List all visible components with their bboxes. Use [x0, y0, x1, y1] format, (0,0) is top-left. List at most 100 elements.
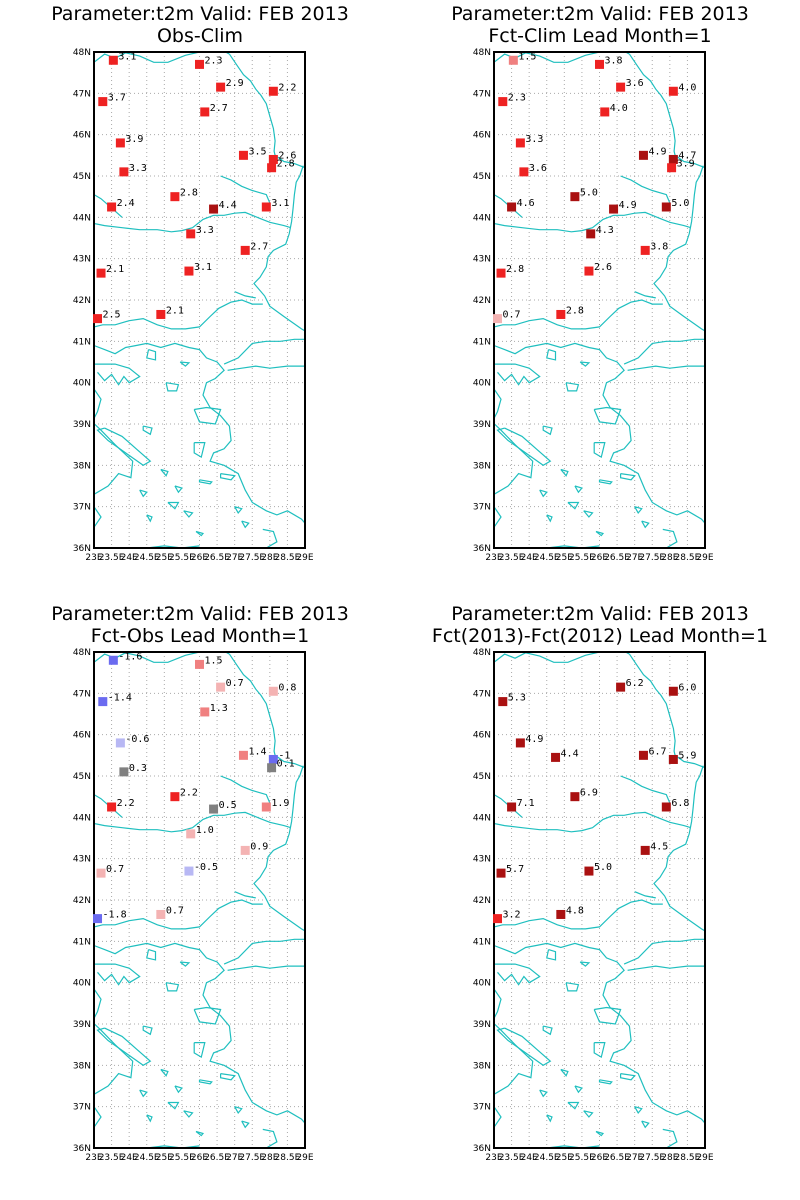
lat-tick-label: 36N [73, 544, 91, 554]
lat-tick-label: 47N [473, 89, 491, 99]
station-value-label: 4.8 [566, 905, 584, 916]
lon-tick-label: 26E [591, 1153, 608, 1163]
station-marker [115, 138, 125, 148]
coastline-path [274, 754, 305, 769]
station-value-label: 6.8 [671, 798, 689, 809]
station-marker [600, 107, 610, 117]
coastline-path [234, 1106, 243, 1114]
coastline-path [623, 338, 705, 365]
coastline-path [174, 1085, 183, 1094]
station-value-label: -0.6 [125, 734, 149, 745]
map-frame [493, 51, 706, 549]
station-marker [107, 802, 117, 812]
lon-tick-label: 26.5E [204, 1153, 230, 1163]
lon-tick-label: 28E [261, 553, 278, 563]
station-marker [216, 682, 226, 692]
lon-tick-label: 29E [296, 553, 313, 563]
panel-title: Parameter:t2m Valid: FEB 2013 [451, 603, 749, 625]
station-value-label: -1.6 [118, 651, 142, 662]
lat-tick-label: 36N [73, 1144, 91, 1154]
coastline-path [262, 528, 278, 548]
coastline-path [598, 479, 613, 485]
station-marker [96, 868, 106, 878]
station-marker [119, 167, 129, 177]
lat-tick-label: 40N [73, 379, 91, 389]
coastline-path [96, 427, 152, 467]
map-frame [93, 651, 306, 1149]
station-marker [556, 309, 566, 319]
lat-tick-label: 46N [473, 131, 491, 141]
lon-tick-label: 24.5E [534, 1153, 560, 1163]
station-value-label: 2.2 [117, 798, 135, 809]
lat-tick-label: 43N [473, 855, 491, 865]
station-value-label: 2.7 [250, 241, 268, 252]
coastline-path [94, 211, 292, 233]
station-value-label: 4.3 [596, 225, 614, 236]
station-marker [195, 59, 204, 69]
lon-tick-label: 28.5E [275, 553, 301, 563]
station-marker [108, 55, 118, 65]
lat-tick-label: 47N [73, 689, 91, 699]
coastlines [494, 52, 705, 548]
station-marker [268, 686, 278, 696]
gridlines [494, 652, 705, 1148]
station-marker [570, 192, 580, 202]
station-marker [551, 752, 561, 762]
lat-tick-label: 37N [73, 1103, 91, 1113]
station-value-label: 3.8 [650, 241, 668, 252]
lat-tick-label: 42N [473, 296, 491, 306]
coastline-path [193, 1042, 206, 1059]
lat-tick-label: 36N [473, 544, 491, 554]
station-value-label: 2.5 [103, 310, 121, 321]
lat-tick-label: 37N [473, 503, 491, 513]
station-map: 48N47N46N45N44N43N42N41N40N39N38N37N36N2… [73, 48, 314, 563]
coastline-path [228, 653, 276, 756]
lat-tick-label: 41N [473, 937, 491, 947]
lat-tick-label: 39N [473, 420, 491, 430]
station-marker [186, 829, 196, 839]
station-value-label: 2.4 [117, 198, 135, 209]
station-value-label: 5.3 [508, 693, 526, 704]
station-value-label: 3.1 [194, 262, 212, 273]
coastline-path [241, 520, 250, 529]
lat-tick-label: 37N [473, 1103, 491, 1113]
station-marker [195, 659, 204, 669]
lon-tick-label: 24.5E [534, 553, 560, 563]
lat-tick-label: 46N [473, 731, 491, 741]
coastline-path [241, 1120, 250, 1129]
coastline-path [198, 479, 213, 485]
coastline-path [662, 1128, 678, 1148]
lon-tick-label: 26E [191, 1153, 208, 1163]
lon-tick-label: 24.5E [134, 553, 160, 563]
lon-tick-label: 23E [85, 1153, 102, 1163]
station-value-label: 5.0 [671, 198, 689, 209]
coastline-path [560, 1068, 569, 1077]
coastline-path [94, 988, 134, 1095]
coastline-path [641, 1120, 650, 1129]
lat-tick-label: 45N [473, 772, 491, 782]
coastline-path [146, 514, 153, 523]
coastline-path [542, 1025, 553, 1036]
lon-tick-label: 24E [121, 1153, 138, 1163]
station-map: 48N47N46N45N44N43N42N41N40N39N38N37N36N2… [473, 48, 714, 563]
lat-tick-label: 38N [473, 1061, 491, 1071]
station-value-label: 4.7 [678, 150, 696, 161]
coastline-path [94, 299, 263, 330]
station-marker [640, 245, 650, 255]
station-value-label: 0.7 [503, 310, 521, 321]
station-value-label: 6.9 [580, 788, 598, 799]
station-marker [638, 150, 648, 160]
station-marker [170, 192, 180, 202]
station-value-label: 5.7 [506, 864, 524, 875]
coastline-path [142, 425, 153, 436]
panel-subtitle: Fct-Obs Lead Month=1 [90, 625, 310, 647]
station-value-label: 2.3 [508, 93, 526, 104]
coastline-path [567, 501, 580, 510]
lon-tick-label: 24.5E [134, 1153, 160, 1163]
coastline-path [223, 938, 305, 965]
lon-tick-label: 25E [156, 553, 173, 563]
station-value-label: 3.8 [605, 55, 623, 66]
station-value-label: 0.7 [166, 905, 184, 916]
coastline-path [579, 361, 591, 367]
lon-tick-label: 28.5E [275, 1153, 301, 1163]
